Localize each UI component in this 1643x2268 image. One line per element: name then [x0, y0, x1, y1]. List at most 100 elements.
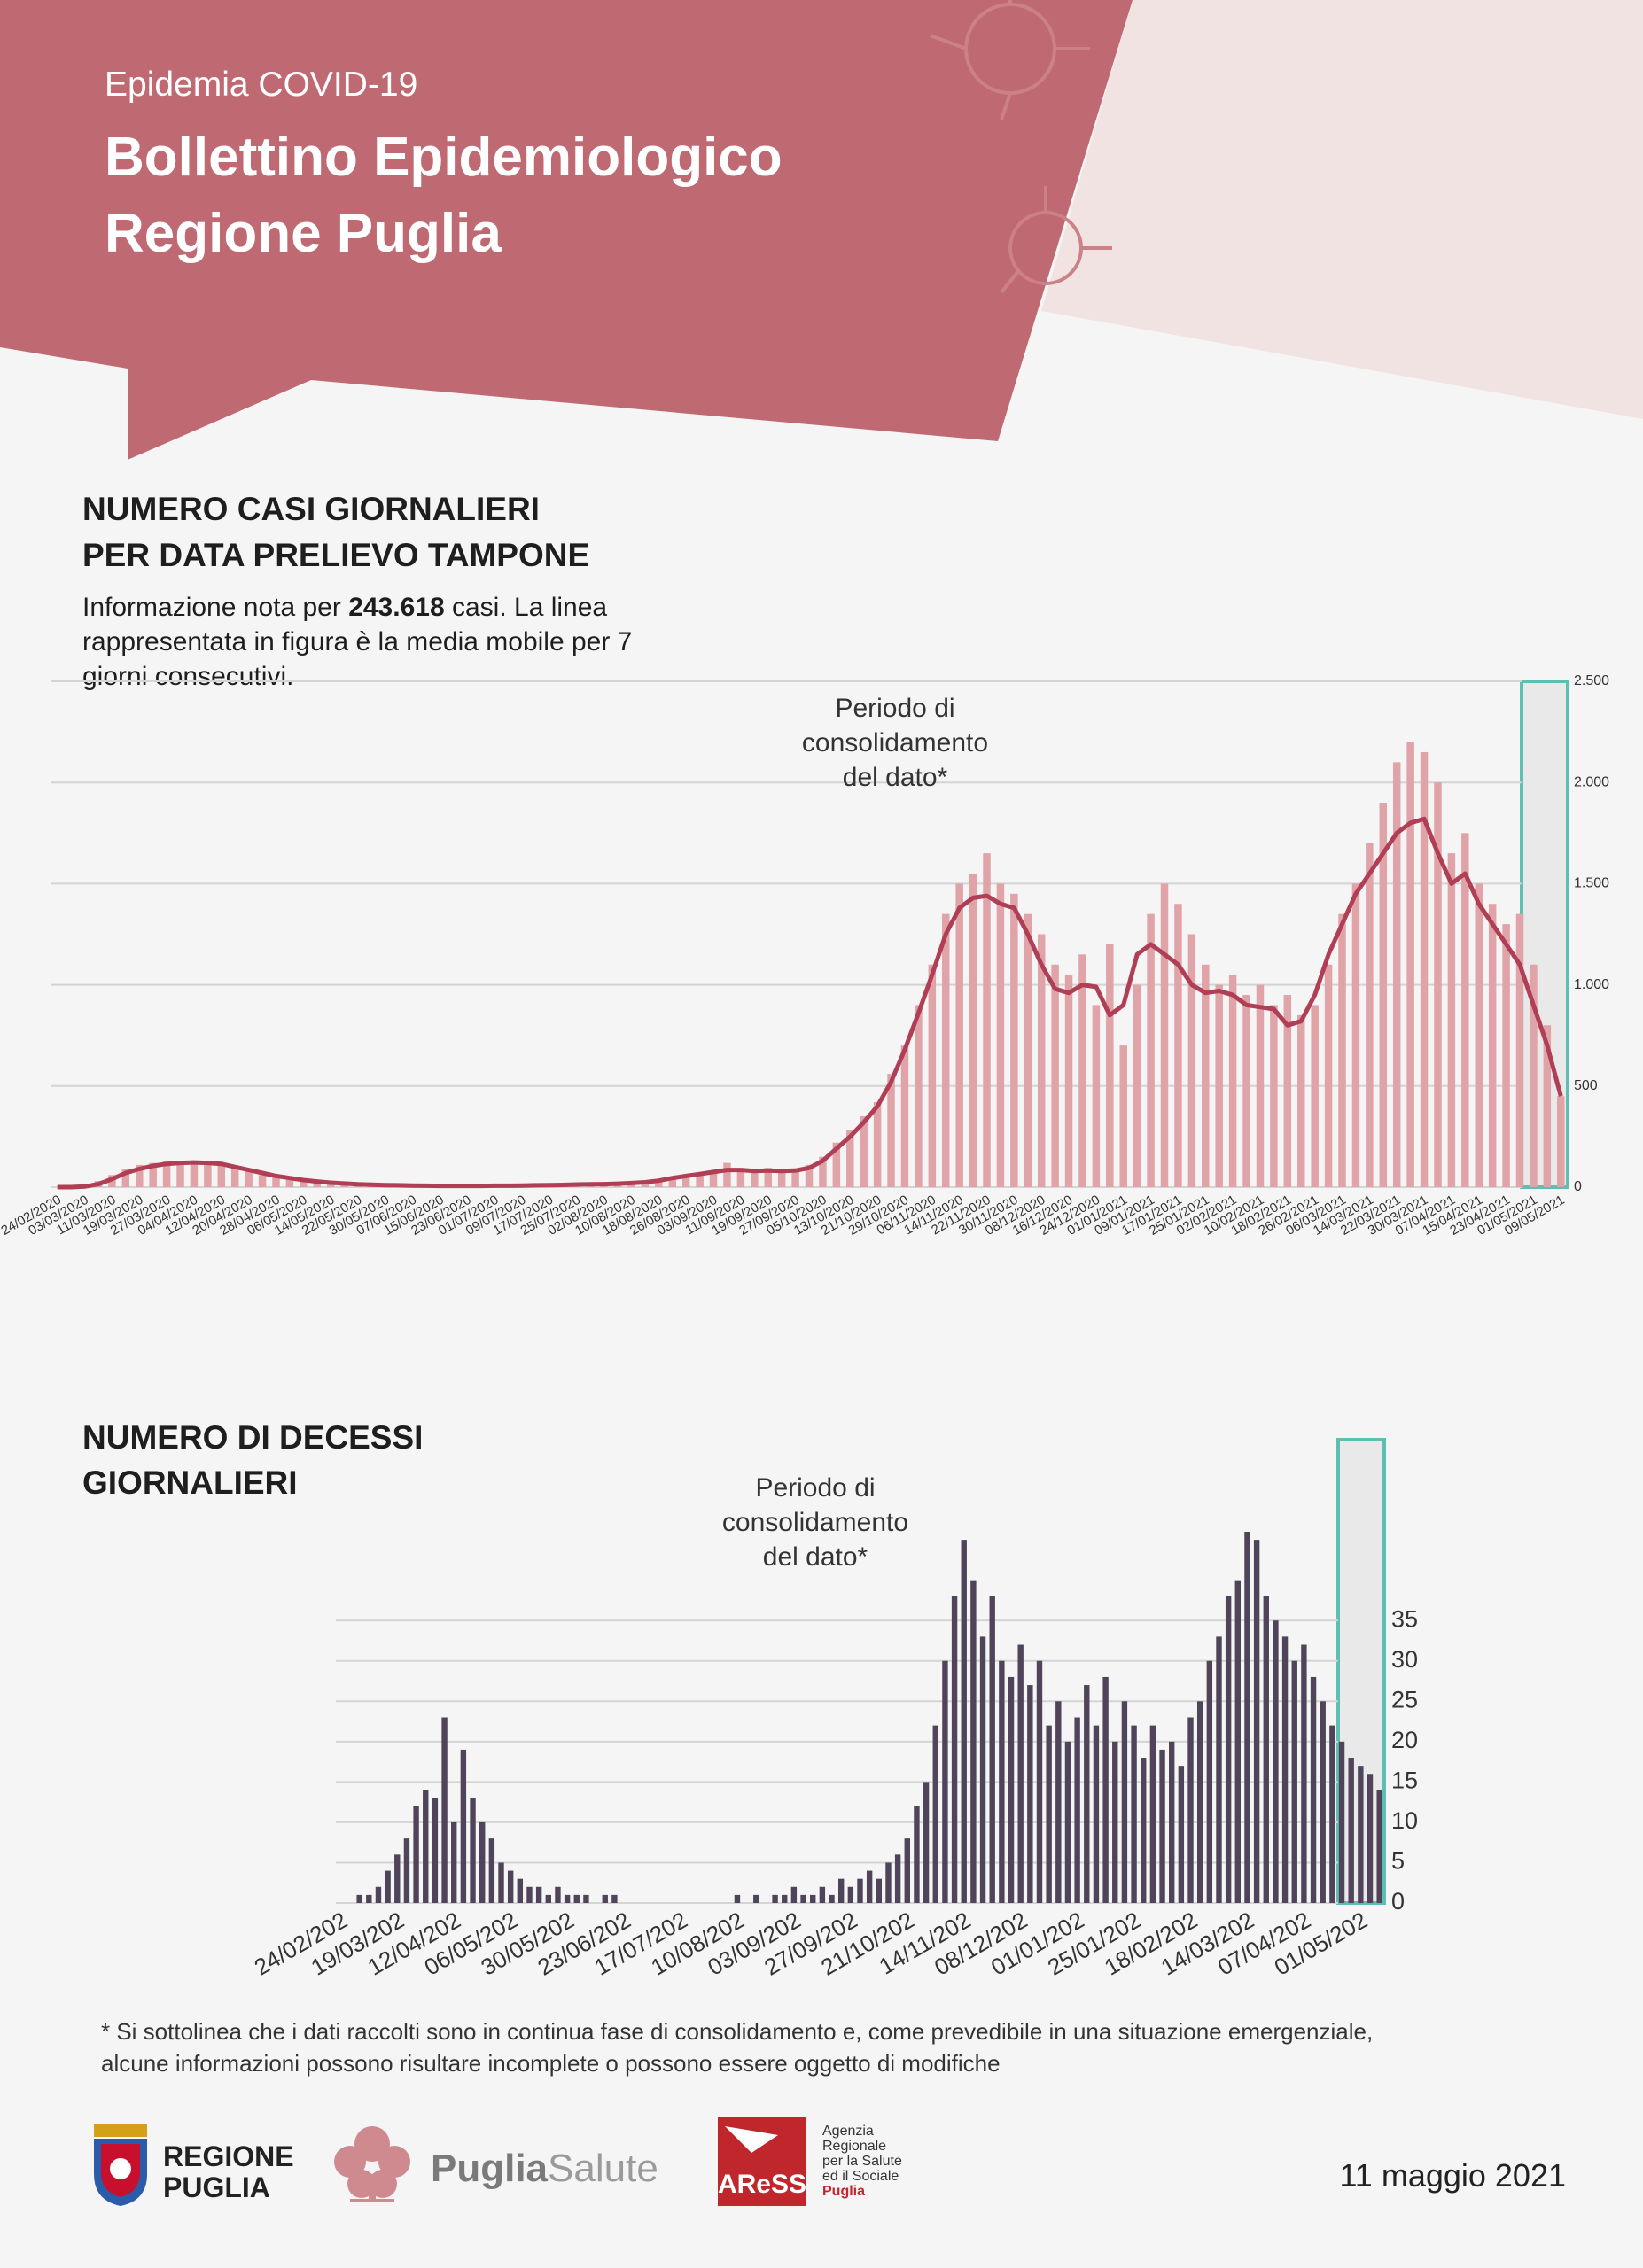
bar — [819, 1886, 826, 1903]
main-title: Regione Puglia — [105, 203, 502, 264]
bar — [1270, 1005, 1278, 1187]
y-tick-label: 20 — [1391, 1727, 1418, 1753]
bar — [810, 1894, 816, 1903]
bar — [885, 1862, 892, 1903]
bar — [204, 1161, 212, 1187]
annotation: Periodo di — [835, 694, 954, 723]
bar — [942, 1660, 948, 1903]
bar — [829, 1894, 835, 1903]
bar — [403, 1838, 410, 1903]
bar — [488, 1838, 495, 1903]
annotation: Periodo di — [755, 1473, 875, 1503]
bar — [1206, 1660, 1213, 1903]
annotation: del dato* — [843, 763, 948, 792]
bar — [1338, 913, 1346, 1187]
bar — [423, 1790, 429, 1903]
bar — [1106, 944, 1114, 1187]
bar — [1376, 1790, 1382, 1903]
bar — [1256, 984, 1265, 1187]
bar — [1024, 913, 1032, 1187]
bar — [1202, 964, 1210, 1187]
chart-title: NUMERO CASI GIORNALIERI — [82, 491, 540, 527]
bar — [1379, 803, 1388, 1187]
bar — [1234, 1580, 1242, 1903]
bar — [1420, 751, 1429, 1187]
bar — [1348, 1758, 1354, 1903]
logo-text: per la Salute — [822, 2154, 902, 2169]
bar — [375, 1886, 382, 1903]
bar — [734, 1894, 741, 1903]
bar — [1475, 883, 1483, 1187]
bar — [573, 1894, 580, 1903]
bar — [668, 1177, 677, 1187]
bar — [641, 1182, 650, 1187]
bar — [285, 1178, 294, 1187]
logo-text: Salute — [548, 2147, 658, 2190]
bar — [385, 1870, 391, 1903]
bar — [955, 883, 963, 1187]
y-tick-label: 15 — [1391, 1767, 1418, 1793]
cases-chart: 05001.0001.5002.0002.50024/02/202003/03/… — [0, 673, 1609, 1239]
bar — [900, 1045, 909, 1187]
moving-average-line — [57, 816, 1563, 1190]
bar — [860, 1116, 868, 1187]
bar — [1311, 1005, 1319, 1187]
bar — [1297, 1014, 1305, 1187]
bar — [1434, 782, 1442, 1187]
bar — [245, 1170, 253, 1187]
header-banner — [0, 0, 1133, 460]
footnote: * Si sottolinea che i dati raccolti sono… — [101, 2018, 1373, 2045]
y-tick-label: 1.000 — [1574, 977, 1609, 992]
bar — [1174, 904, 1182, 1187]
bar — [498, 1862, 504, 1903]
bar — [1178, 1766, 1185, 1903]
description: Informazione nota per 243.618 casi. La l… — [82, 593, 607, 622]
case-count: 243.618 — [348, 593, 444, 622]
bar — [451, 1821, 457, 1903]
bar — [1324, 964, 1333, 1187]
bar — [300, 1181, 308, 1187]
bar — [805, 1164, 814, 1187]
bar — [873, 1102, 882, 1187]
bar — [782, 1894, 788, 1903]
bar — [1310, 1676, 1317, 1903]
bar — [162, 1161, 171, 1187]
bar — [149, 1162, 157, 1187]
bar — [356, 1894, 362, 1903]
bar — [1283, 995, 1292, 1187]
bar — [914, 1806, 920, 1903]
y-tick-label: 2.000 — [1574, 774, 1609, 789]
bar — [772, 1894, 778, 1903]
bar — [1215, 984, 1223, 1187]
chart-title: NUMERO DI DECESSI — [82, 1419, 423, 1456]
bar — [1187, 1717, 1194, 1903]
bar — [545, 1894, 551, 1903]
bar — [326, 1183, 335, 1187]
bar — [1301, 1644, 1307, 1903]
kicker: Epidemia COVID-19 — [105, 66, 417, 104]
bar — [887, 1074, 895, 1187]
bar — [753, 1894, 759, 1903]
bar — [366, 1894, 372, 1903]
bar — [611, 1894, 618, 1903]
bar — [517, 1878, 524, 1903]
header-accent — [1041, 0, 1643, 419]
logo-text: Puglia — [822, 2184, 865, 2199]
bar — [1051, 964, 1059, 1187]
bar — [904, 1838, 910, 1903]
logo-text: AReSS — [718, 2170, 806, 2199]
bar — [1281, 1636, 1289, 1903]
date: 11 maggio 2021 — [1339, 2157, 1566, 2194]
bar — [876, 1878, 883, 1903]
bar — [970, 1580, 977, 1903]
bar — [535, 1886, 542, 1903]
bar — [441, 1717, 448, 1903]
logo-tree — [334, 2126, 410, 2202]
y-tick-label: 0 — [1391, 1888, 1405, 1915]
bar — [258, 1175, 267, 1187]
bar — [928, 964, 937, 1187]
bar — [961, 1540, 967, 1903]
bar — [1351, 883, 1360, 1187]
y-tick-label: 1.500 — [1574, 876, 1609, 891]
